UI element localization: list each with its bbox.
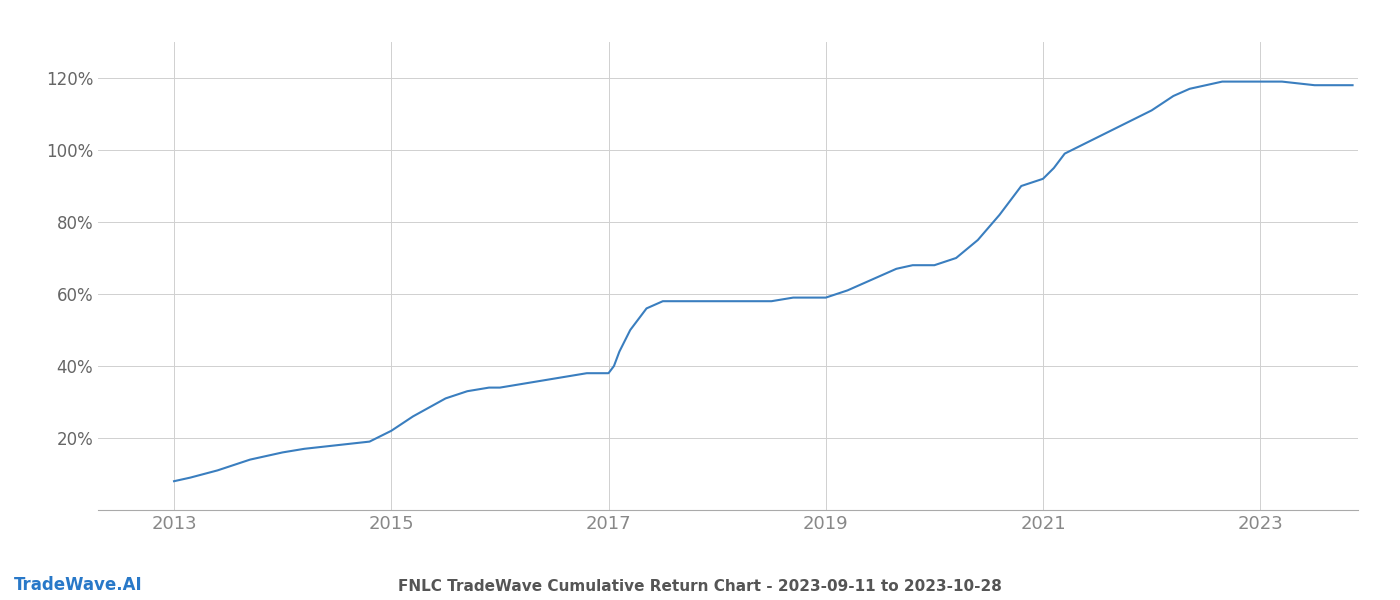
Text: FNLC TradeWave Cumulative Return Chart - 2023-09-11 to 2023-10-28: FNLC TradeWave Cumulative Return Chart -… — [398, 579, 1002, 594]
Text: TradeWave.AI: TradeWave.AI — [14, 576, 143, 594]
